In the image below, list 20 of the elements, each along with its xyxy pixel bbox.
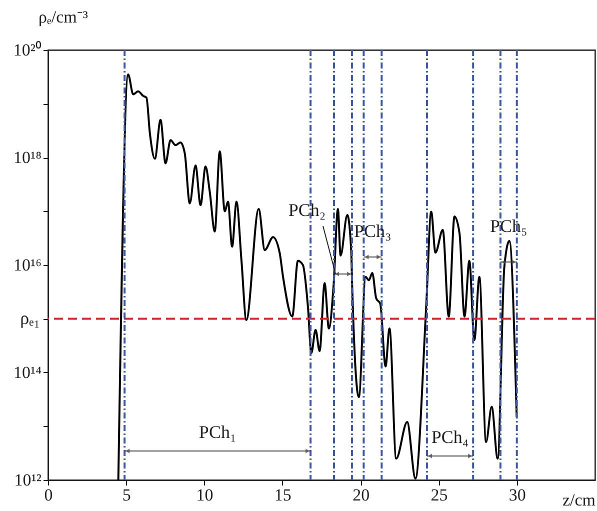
x-tick-label: 30	[508, 486, 526, 504]
annotation: PCh₁	[198, 422, 236, 442]
x-tick-label: 25	[430, 486, 448, 504]
y-tick-label: 10¹⁴	[13, 363, 42, 382]
annotation: PCh₅	[490, 216, 528, 236]
ref-line-label: ρₑ₁	[20, 308, 40, 328]
x-tick-label: 5	[122, 486, 131, 504]
annotation: PCh₃	[354, 221, 392, 241]
y-axis-title: ρₑ/cm⁻³	[38, 8, 88, 26]
x-axis-title: z/cm	[562, 490, 596, 510]
y-tick-label: 10¹⁶	[13, 256, 42, 274]
y-tick-label: 10¹⁸	[13, 148, 42, 167]
x-tick-label: 0	[44, 486, 53, 504]
x-tick-label: 15	[274, 486, 292, 504]
y-tick-label: 10¹²	[14, 470, 42, 490]
x-tick-label: 10	[196, 486, 214, 504]
annotation: PCh₄	[431, 427, 469, 447]
y-tick-label: 10²⁰	[13, 40, 42, 60]
annotation: PCh₂	[288, 200, 326, 220]
x-tick-label: 20	[352, 486, 370, 504]
